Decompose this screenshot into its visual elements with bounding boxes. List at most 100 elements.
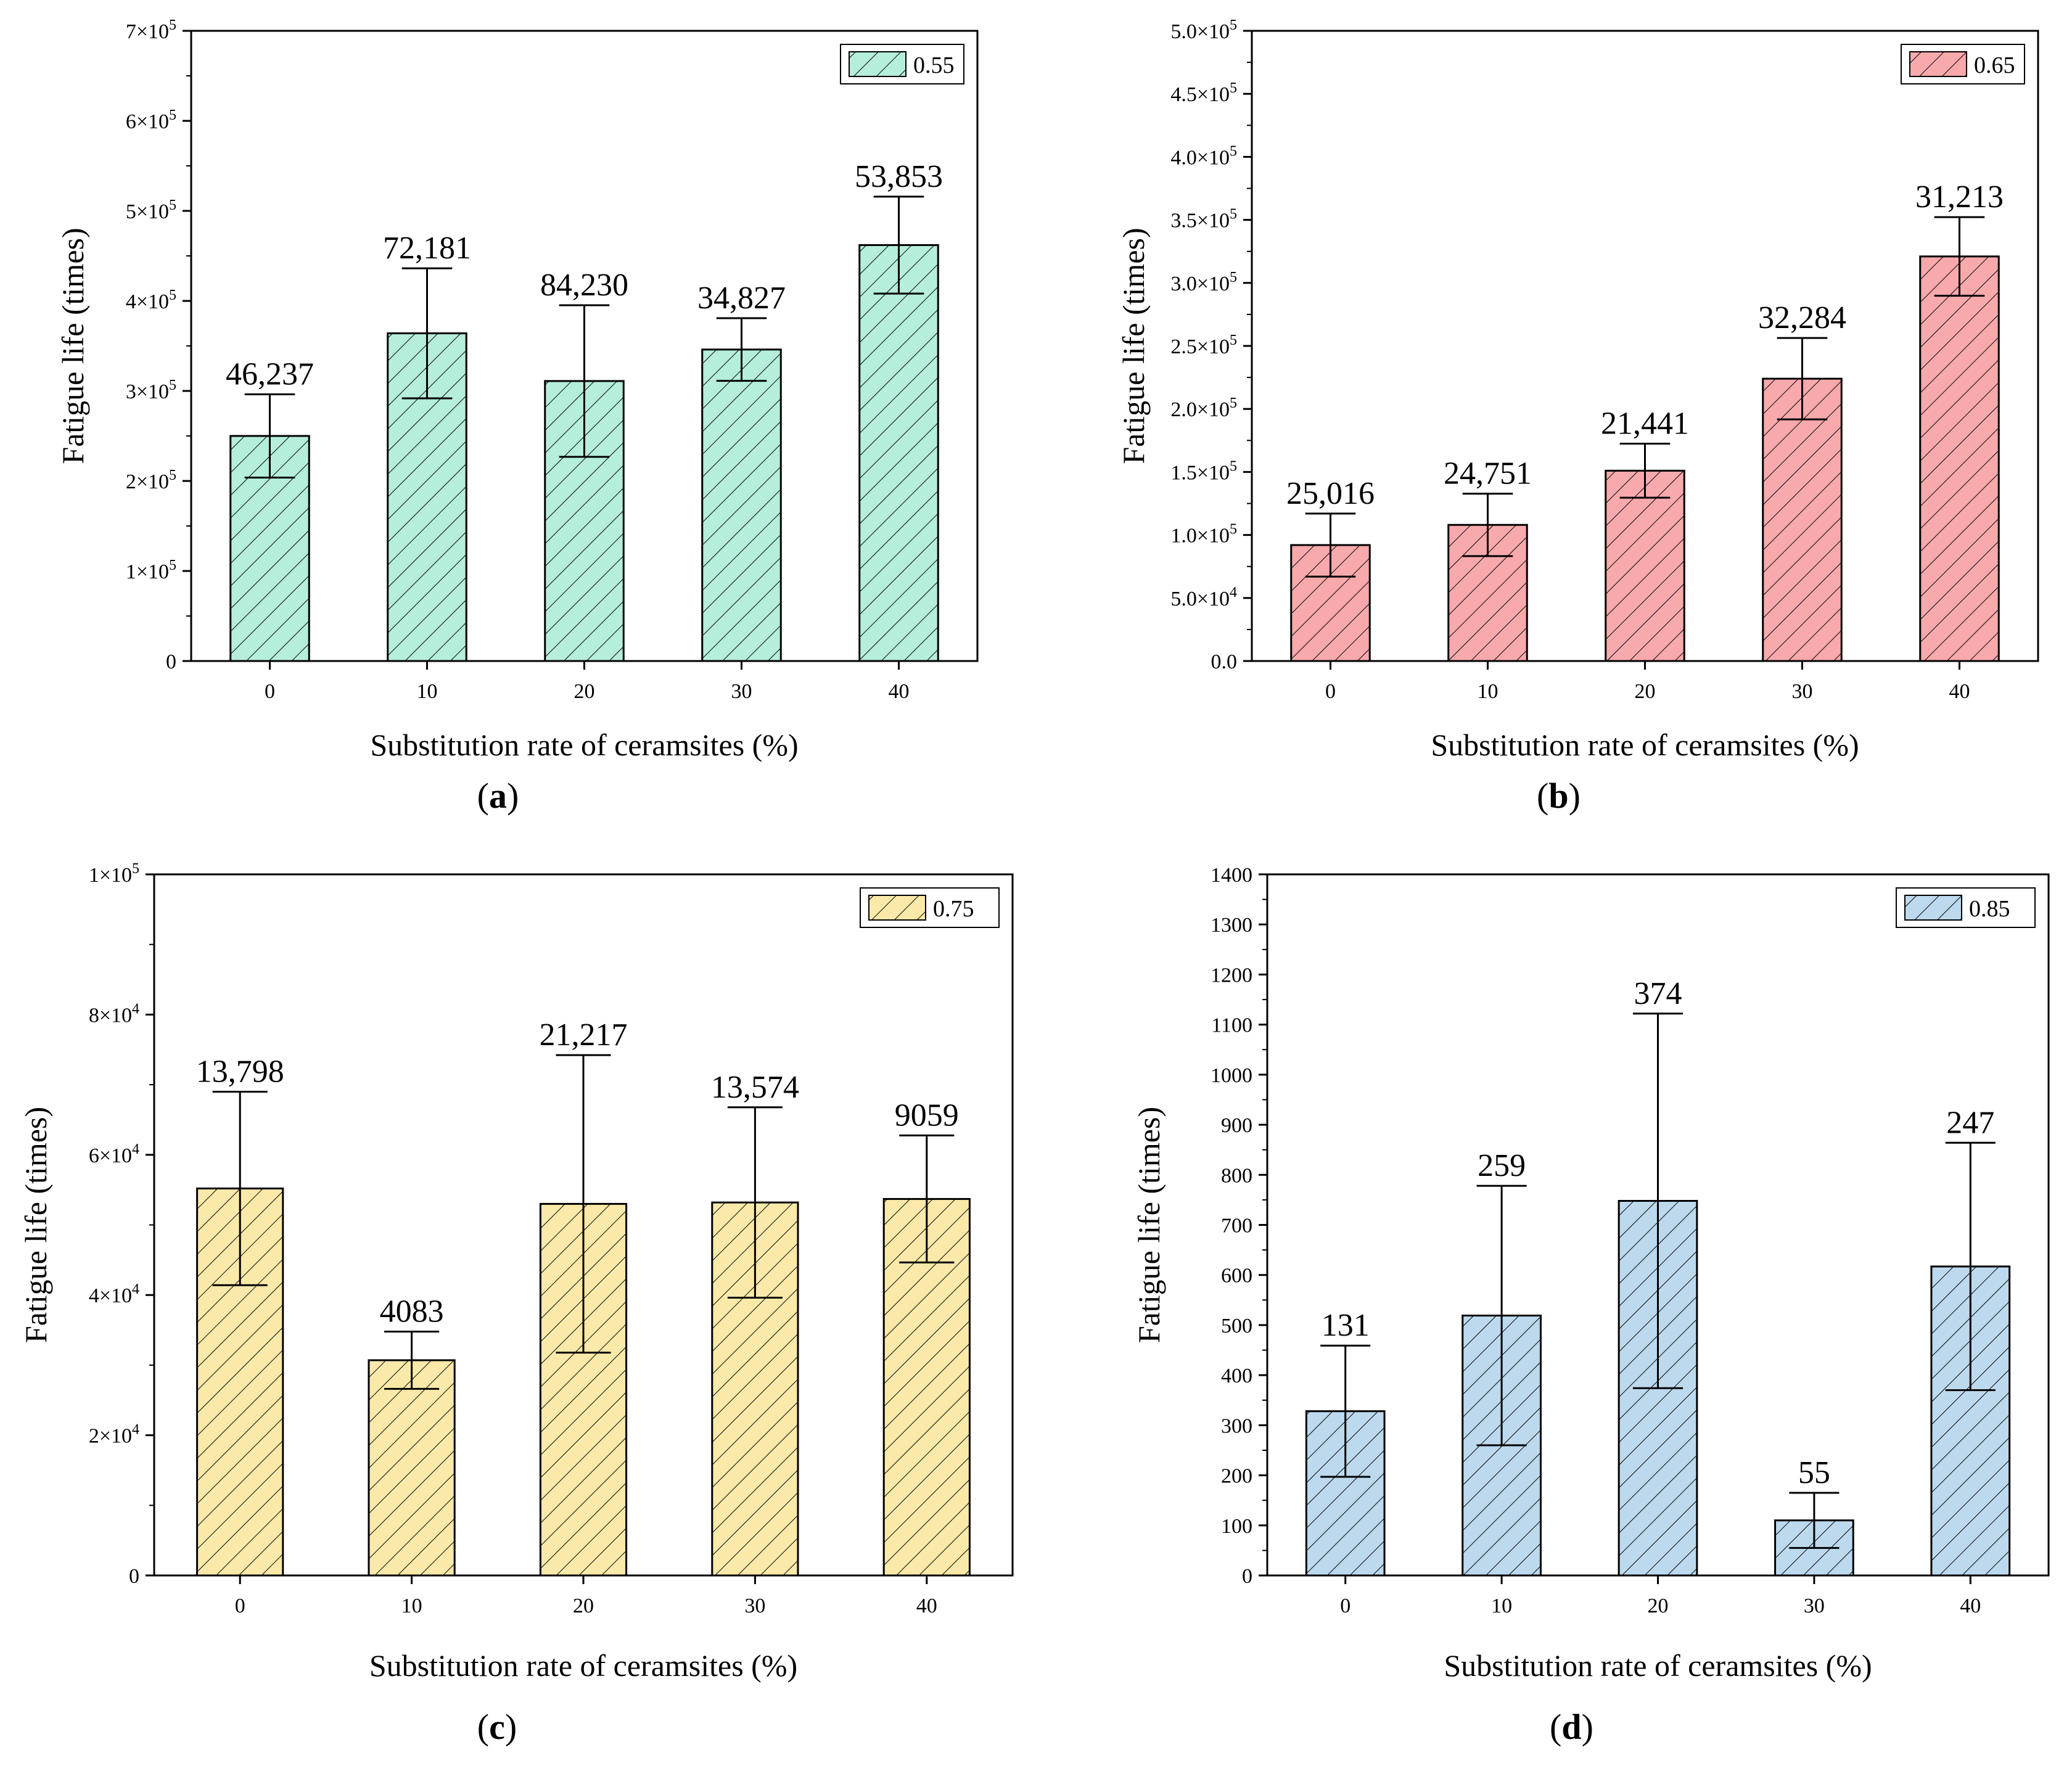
y-tick-label: 6×104	[89, 1141, 139, 1167]
y-tick-label: 5.0×105	[1170, 17, 1237, 43]
x-tick-label: 0	[1340, 1595, 1350, 1617]
y-tick-label: 1000	[1211, 1064, 1252, 1087]
x-tick-label: 10	[1478, 680, 1498, 703]
error-value-label: 21,217	[540, 1017, 628, 1053]
y-tick-label: 3.0×105	[1170, 269, 1237, 295]
y-tick-label: 5.0×104	[1170, 585, 1237, 610]
x-axis-title: Substitution rate of ceramsites (%)	[1444, 1648, 1872, 1683]
error-value-label: 21,441	[1601, 406, 1689, 442]
legend-label: 0.65	[1974, 52, 2015, 78]
panel-caption: (d)	[1550, 1707, 1593, 1747]
y-tick-label: 900	[1221, 1114, 1252, 1137]
y-tick-label: 4.5×105	[1170, 80, 1237, 106]
y-tick-label: 4×104	[89, 1281, 139, 1307]
error-value-label: 34,827	[697, 281, 786, 316]
y-tick-label: 4.0×105	[1170, 143, 1237, 169]
y-tick-label: 3×105	[126, 377, 176, 403]
y-tick-label: 300	[1221, 1415, 1252, 1437]
y-tick-label: 700	[1221, 1215, 1252, 1238]
y-axis-title: Fatigue life (times)	[18, 1107, 53, 1343]
y-tick-label: 1400	[1211, 864, 1252, 887]
legend-label: 0.75	[933, 896, 974, 922]
x-axis-title: Substitution rate of ceramsites (%)	[1431, 728, 1859, 762]
legend-swatch-hatch	[868, 895, 926, 921]
y-tick-label: 4×105	[126, 287, 176, 313]
y-tick-label: 2.0×105	[1170, 395, 1237, 421]
error-value-label: 55	[1798, 1455, 1830, 1490]
bar-hatch	[858, 244, 939, 662]
x-tick-label: 20	[1648, 1595, 1669, 1617]
x-tick-label: 40	[889, 680, 910, 703]
error-value-label: 32,284	[1758, 300, 1846, 335]
y-tick-label: 5×105	[126, 197, 176, 223]
error-value-label: 84,230	[540, 268, 628, 303]
error-value-label: 46,237	[226, 356, 314, 392]
y-tick-label: 0	[166, 651, 176, 673]
y-tick-label: 1.5×105	[1170, 458, 1237, 484]
error-value-label: 374	[1634, 976, 1682, 1011]
error-value-label: 131	[1322, 1308, 1370, 1343]
error-value-label: 4083	[380, 1294, 444, 1329]
error-value-label: 9059	[895, 1098, 959, 1133]
error-value-label: 13,798	[196, 1054, 284, 1089]
panel-caption: (b)	[1537, 776, 1581, 816]
y-tick-label: 8×104	[89, 1001, 139, 1027]
bar-hatch	[1919, 255, 2000, 662]
y-tick-label: 2×104	[89, 1422, 139, 1448]
x-tick-label: 0	[265, 680, 275, 703]
legend-swatch-hatch	[849, 51, 906, 77]
chart-panel-a: 0 1×105 2×105 3×105 4×105 5×105 6×105 7×105 46,2…	[56, 17, 979, 816]
x-tick-label: 20	[573, 1595, 594, 1617]
bar-hatch	[1605, 469, 1685, 662]
x-tick-label: 10	[417, 680, 438, 703]
y-tick-label: 100	[1221, 1515, 1252, 1538]
chart-panel-b: 0.0 5.0×104 1.0×105 1.5×105 2.0×105 2.5×105 3.…	[1116, 17, 2039, 816]
x-tick-label: 10	[401, 1595, 422, 1617]
x-tick-label: 10	[1491, 1595, 1512, 1617]
y-tick-label: 0.0	[1211, 651, 1238, 673]
bar-hatch	[1762, 377, 1843, 662]
y-tick-label: 1200	[1211, 964, 1252, 987]
y-tick-label: 1.0×105	[1170, 522, 1237, 548]
y-tick-label: 2.5×105	[1170, 332, 1237, 358]
legend-swatch-hatch	[1909, 51, 1967, 77]
y-tick-label: 1×105	[89, 861, 139, 887]
x-tick-label: 20	[574, 680, 595, 703]
x-tick-label: 40	[1949, 680, 1970, 703]
y-tick-label: 1×105	[126, 557, 176, 583]
error-value-label: 31,213	[1915, 179, 2004, 215]
error-value-label: 53,853	[855, 159, 943, 194]
y-tick-label: 6×105	[126, 107, 176, 133]
y-tick-label: 1100	[1211, 1014, 1252, 1037]
error-value-label: 24,751	[1444, 456, 1532, 491]
error-value-label: 13,574	[711, 1070, 799, 1105]
error-value-label: 72,181	[383, 231, 471, 266]
x-tick-label: 0	[235, 1595, 245, 1617]
panel-caption: (a)	[477, 776, 519, 816]
legend-swatch-hatch	[1904, 895, 1962, 921]
y-tick-label: 3.5×105	[1170, 207, 1237, 232]
error-value-label: 25,016	[1286, 476, 1375, 511]
bar-hatch	[701, 348, 782, 662]
y-tick-label: 1300	[1211, 914, 1252, 937]
x-tick-label: 40	[916, 1595, 937, 1617]
x-tick-label: 30	[1792, 680, 1813, 703]
x-axis-title: Substitution rate of ceramsites (%)	[369, 1648, 797, 1683]
x-tick-label: 30	[1804, 1595, 1825, 1617]
error-value-label: 259	[1478, 1148, 1526, 1183]
y-tick-label: 0	[129, 1565, 139, 1588]
y-tick-label: 0	[1242, 1565, 1252, 1588]
y-tick-label: 200	[1221, 1465, 1252, 1488]
y-tick-label: 500	[1221, 1315, 1252, 1337]
y-axis-title: Fatigue life (times)	[1132, 1107, 1166, 1343]
chart-panel-c: 0 2×104 4×104 6×104 8×104 1×105 13,798 0 4083 10 2…	[18, 861, 1014, 1747]
legend-label: 0.85	[1969, 896, 2010, 922]
chart-panel-d: 0100200300400500600700800900100011001200…	[1132, 864, 2050, 1747]
y-tick-label: 7×105	[126, 17, 176, 43]
panel-caption: (c)	[477, 1707, 517, 1747]
y-tick-label: 800	[1221, 1164, 1252, 1187]
y-tick-label: 400	[1221, 1365, 1252, 1387]
bar-hatch	[1774, 1519, 1854, 1577]
y-axis-title: Fatigue life (times)	[56, 228, 90, 464]
